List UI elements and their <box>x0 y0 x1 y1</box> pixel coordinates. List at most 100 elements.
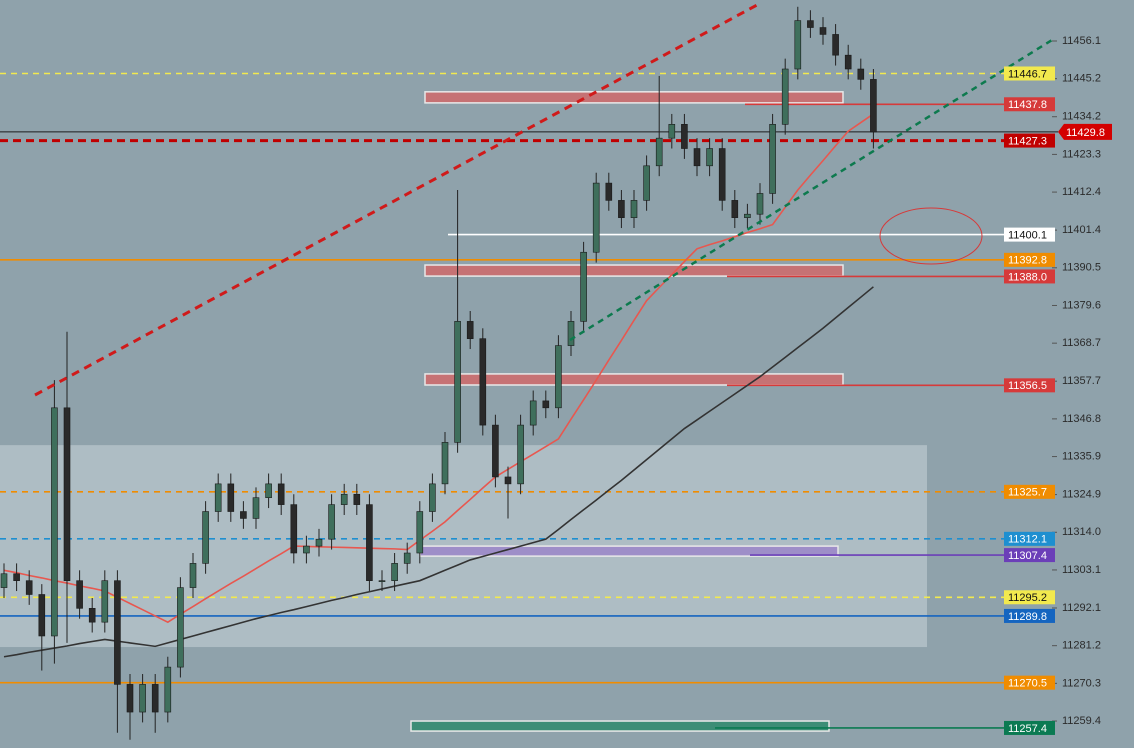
price-tag <box>1004 227 1055 242</box>
y-tick-label: 11423.3 <box>1062 148 1101 160</box>
price-tag-label: 11312.1 <box>1008 534 1047 546</box>
candle-body <box>177 587 184 668</box>
candle-body <box>542 400 550 409</box>
moving-average <box>3 113 874 624</box>
ellipse-marker <box>879 207 983 265</box>
price-tag <box>1004 675 1055 690</box>
price-tag-label: 11446.7 <box>1008 68 1047 80</box>
candle-body <box>769 124 776 194</box>
candle-body <box>88 608 96 623</box>
price-tag-label: 11289.8 <box>1008 611 1047 623</box>
candle-body <box>202 511 209 564</box>
candle-body <box>13 573 20 581</box>
candle-body <box>517 424 524 485</box>
candle-body <box>567 321 575 346</box>
price-tag <box>1004 720 1055 735</box>
price-tag <box>1004 548 1055 563</box>
candle-body <box>416 511 424 554</box>
candle-body <box>63 407 71 581</box>
moving-average <box>3 286 874 658</box>
y-tick-label: 11390.5 <box>1062 262 1101 274</box>
price-tag-label: 11427.3 <box>1008 135 1047 147</box>
price-tag <box>1004 269 1055 284</box>
candle-body <box>706 148 713 167</box>
y-tick-label: 11259.4 <box>1062 715 1101 727</box>
candle-body <box>315 538 323 547</box>
y-tick-label: 11401.4 <box>1062 224 1101 236</box>
price-tag-label: 11356.5 <box>1008 380 1047 392</box>
price-tag-label: 11392.8 <box>1008 255 1047 267</box>
price-tag <box>1004 608 1055 623</box>
candle-body <box>227 483 235 512</box>
candle-body <box>479 338 487 426</box>
candle-body <box>391 563 398 581</box>
price-tag-label: 11257.4 <box>1008 723 1047 735</box>
candle-body <box>51 407 58 637</box>
price-tag <box>1004 531 1055 546</box>
price-tag <box>1058 123 1112 140</box>
price-zone <box>410 720 830 732</box>
candle-body <box>151 684 159 713</box>
candle-body <box>857 68 865 80</box>
candle-body <box>164 666 172 713</box>
candle-body <box>366 504 373 581</box>
candle-body <box>693 148 701 167</box>
candle-body <box>580 251 587 322</box>
price-tag-label: 11388.0 <box>1008 271 1047 283</box>
candle-body <box>189 563 197 588</box>
price-tag-label: 11437.8 <box>1008 99 1047 111</box>
candle-body <box>466 321 474 339</box>
y-tick-label: 11346.8 <box>1062 413 1101 425</box>
trend-line <box>569 38 1053 342</box>
price-axis: 11456.1 11445.2 11434.2 11423.3 11412.4 11401… <box>1004 35 1112 735</box>
candle-body <box>832 34 839 56</box>
candle-body <box>277 483 285 505</box>
price-zone <box>424 264 844 277</box>
candle-body <box>592 182 600 253</box>
candle-body <box>340 493 348 505</box>
series <box>0 6 877 740</box>
candle-body <box>794 20 802 70</box>
y-tick-label: 11368.7 <box>1062 337 1101 349</box>
price-tag <box>1004 590 1055 605</box>
y-tick-label: 11357.7 <box>1062 375 1101 387</box>
candle-body <box>328 504 335 540</box>
candle-body <box>429 483 436 512</box>
candle-body <box>781 68 789 125</box>
y-tick-label: 11379.6 <box>1062 299 1101 311</box>
price-tag <box>1004 252 1055 267</box>
y-tick-label: 11456.1 <box>1062 35 1101 47</box>
candle-body <box>630 200 638 218</box>
price-tag <box>1004 97 1055 112</box>
candle-body <box>38 594 46 637</box>
y-tick-label: 11412.4 <box>1062 186 1101 198</box>
candle-body <box>139 684 146 713</box>
candle-body <box>454 321 461 443</box>
candle-body <box>668 124 676 139</box>
y-tick-label: 11314.0 <box>1062 526 1101 538</box>
candle-body <box>378 580 386 582</box>
candle-body <box>819 27 827 35</box>
candle-body <box>807 20 814 28</box>
candle-body <box>618 200 625 218</box>
candle-body <box>353 493 361 505</box>
candle-body <box>529 400 537 426</box>
candle-body <box>605 182 613 201</box>
candle-body <box>0 573 8 588</box>
candle-body <box>76 580 83 609</box>
levels <box>0 72 1058 729</box>
price-zone <box>424 373 844 386</box>
candle-body <box>870 79 877 133</box>
zones <box>0 91 927 732</box>
price-tag-label: 11307.4 <box>1008 550 1047 562</box>
price-tag-label: 11325.7 <box>1008 487 1047 499</box>
price-tag <box>1004 484 1055 499</box>
price-tag-label: 11295.2 <box>1008 592 1047 604</box>
candle-body <box>643 165 650 201</box>
y-tick-label: 11324.9 <box>1062 488 1101 500</box>
candle-body <box>504 476 512 485</box>
y-tick-label: 11292.1 <box>1062 602 1101 614</box>
candle-body <box>240 511 247 519</box>
price-tag <box>1004 66 1055 81</box>
